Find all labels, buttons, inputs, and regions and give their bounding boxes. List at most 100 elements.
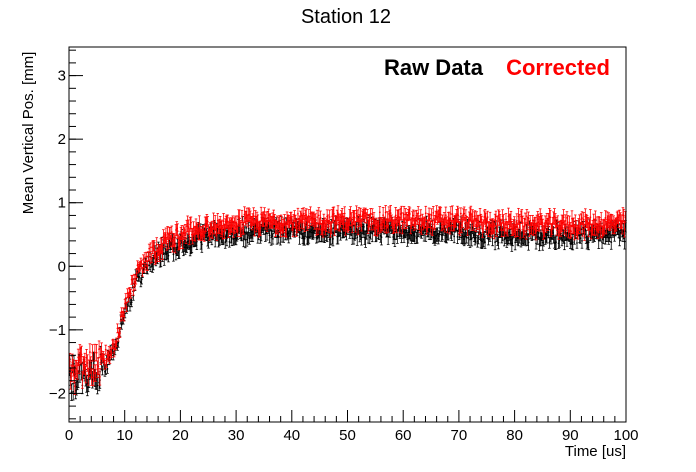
data-point — [510, 218, 512, 221]
data-point — [453, 235, 456, 238]
data-point — [403, 213, 405, 216]
data-point — [549, 216, 552, 219]
data-point — [461, 220, 464, 223]
data-point — [174, 243, 177, 246]
data-point — [394, 214, 397, 217]
data-point — [93, 372, 95, 375]
data-point — [244, 238, 247, 241]
data-point — [470, 237, 473, 240]
data-point — [317, 227, 319, 230]
data-point — [477, 236, 480, 239]
data-point — [370, 223, 373, 226]
data-point — [405, 229, 408, 232]
data-point — [302, 221, 304, 223]
data-point — [140, 263, 143, 266]
data-point — [316, 216, 319, 219]
data-point — [623, 240, 626, 243]
data-point — [430, 214, 433, 217]
data-point — [369, 212, 372, 215]
data-point — [228, 240, 231, 243]
data-point — [543, 229, 546, 231]
data-point — [241, 215, 243, 218]
data-point — [148, 264, 151, 267]
data-point — [224, 241, 227, 244]
data-point — [524, 218, 527, 221]
data-point — [298, 222, 301, 225]
data-point — [86, 362, 89, 364]
data-point — [130, 301, 133, 304]
data-point — [105, 362, 108, 364]
data-point — [449, 225, 451, 227]
data-point — [104, 348, 107, 351]
data-point — [450, 224, 453, 227]
data-point — [413, 235, 416, 238]
data-point — [96, 384, 99, 387]
data-point — [134, 278, 137, 281]
data-point — [210, 225, 213, 228]
data-point — [144, 256, 146, 259]
data-point — [112, 342, 115, 345]
data-point — [99, 375, 101, 378]
data-point — [78, 364, 80, 367]
data-point — [285, 229, 288, 231]
data-point — [302, 212, 305, 215]
data-point — [381, 224, 384, 227]
data-point — [429, 227, 432, 229]
data-point — [124, 302, 126, 305]
data-point — [297, 213, 299, 215]
data-point — [484, 241, 486, 244]
data-point — [143, 266, 146, 269]
data-point — [246, 236, 249, 239]
data-point — [555, 241, 557, 244]
data-point — [337, 212, 339, 215]
data-point — [103, 358, 105, 360]
data-point — [351, 226, 354, 229]
chart-title: Station 12 — [301, 6, 391, 28]
data-point — [576, 242, 578, 244]
data-point — [545, 225, 547, 228]
data-point — [548, 241, 551, 244]
data-point — [266, 232, 268, 235]
data-point — [104, 363, 106, 366]
data-point — [149, 258, 151, 261]
data-point — [89, 364, 92, 366]
data-point — [271, 238, 274, 240]
data-point — [528, 229, 531, 232]
data-point — [459, 227, 461, 230]
data-point — [496, 223, 499, 225]
data-point — [515, 228, 517, 231]
data-point — [527, 241, 530, 244]
data-point — [353, 216, 356, 219]
data-point — [431, 227, 434, 230]
x-axis-label: Time [us] — [565, 443, 626, 460]
data-point — [359, 215, 362, 218]
data-point — [505, 218, 507, 221]
data-point — [525, 215, 528, 218]
data-point — [474, 236, 477, 239]
data-point — [449, 213, 452, 215]
data-point — [351, 237, 354, 240]
data-point — [493, 230, 496, 233]
data-point — [170, 231, 173, 233]
data-point — [165, 234, 167, 236]
data-point — [537, 232, 540, 234]
data-point — [424, 212, 427, 215]
data-point — [108, 350, 111, 352]
data-point — [292, 229, 294, 231]
data-point — [552, 234, 555, 237]
data-point — [73, 385, 76, 388]
data-point — [180, 231, 183, 234]
data-point — [147, 255, 150, 258]
data-point — [268, 234, 271, 237]
data-point — [231, 237, 233, 240]
series-corrected — [68, 205, 627, 395]
data-point — [176, 230, 179, 233]
data-point — [610, 241, 613, 244]
data-point — [198, 223, 201, 225]
data-point — [222, 220, 225, 223]
data-point — [459, 212, 462, 215]
data-point — [419, 225, 421, 227]
data-point — [417, 212, 420, 215]
data-point — [373, 217, 375, 220]
data-point — [170, 240, 172, 243]
